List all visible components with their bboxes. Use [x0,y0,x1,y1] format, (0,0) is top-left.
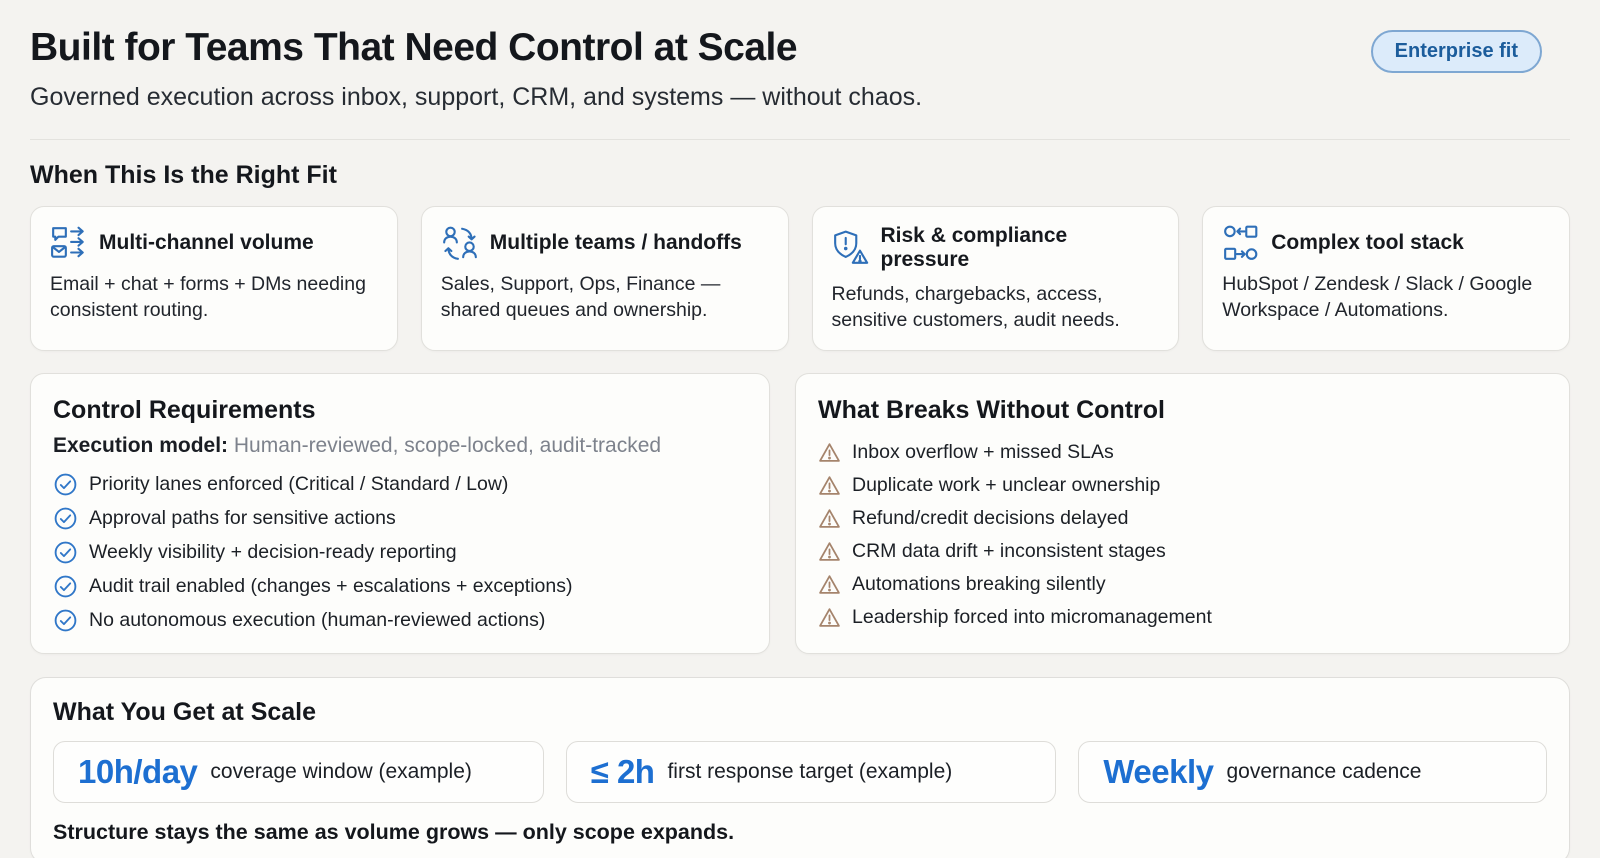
fit-card-body: Refunds, chargebacks, access, sensitive … [831,283,1120,332]
warning-triangle-icon [818,540,841,563]
execution-model-line: Execution model: Human-reviewed, scope-l… [53,434,747,458]
checklist-item: Audit trail enabled (changes + escalatio… [53,574,747,599]
checklist-item-label: Audit trail enabled (changes + escalatio… [89,575,573,598]
fit-card-title: Complex tool stack [1271,231,1464,254]
check-circle-icon [53,540,78,565]
execution-model-value: Human-reviewed, scope-locked, audit-trac… [233,434,662,458]
warning-triangle-icon [818,573,841,596]
fit-card-body: Sales, Support, Ops, Finance — shared qu… [440,273,721,322]
warning-item: Inbox overflow + missed SLAs [818,441,1547,464]
breaks-list: Inbox overflow + missed SLAs Duplicate w… [818,441,1547,629]
scale-heading: What You Get at Scale [53,698,317,727]
stat-first-response: ≤ 2h first response target (example) [565,741,1057,804]
fit-card-teams: Multiple teams / handoffs Sales, Support… [420,206,789,352]
warning-item: CRM data drift + inconsistent stages [818,540,1547,563]
fit-card-tool-stack: Complex tool stack HubSpot / Zendesk / S… [1202,206,1570,352]
right-fit-heading: When This Is the Right Fit [30,161,337,189]
page-subtitle: Governed execution across inbox, support… [30,83,923,111]
warning-item: Automations breaking silently [818,573,1547,596]
teams-handoff-icon [441,224,479,262]
shield-alert-icon [832,229,870,267]
fit-cards-row: Multi-channel volume Email + chat + form… [30,206,1570,352]
warning-item-label: Inbox overflow + missed SLAs [852,441,1114,464]
stat-label: governance cadence [1226,760,1422,784]
checklist-item: No autonomous execution (human-reviewed … [53,608,747,633]
tool-stack-icon [1222,224,1260,262]
warning-item-label: CRM data drift + inconsistent stages [852,540,1166,563]
warning-triangle-icon [818,441,841,464]
checklist-item-label: Weekly visibility + decision-ready repor… [89,541,457,564]
warning-triangle-icon [818,606,841,629]
check-circle-icon [53,472,78,497]
warning-item-label: Automations breaking silently [852,573,1106,596]
warning-item-label: Refund/credit decisions delayed [852,507,1129,530]
stat-value: Weekly [1103,753,1214,791]
multi-channel-icon [50,224,88,262]
checklist-item: Approval paths for sensitive actions [53,506,747,531]
stat-value: 10h/day [78,753,198,791]
header: Built for Teams That Need Control at Sca… [30,26,1570,112]
checklist-item-label: Approval paths for sensitive actions [89,507,396,530]
checklist-item-label: No autonomous execution (human-reviewed … [89,609,546,632]
divider [30,139,1570,140]
stats-row: 10h/day coverage window (example) ≤ 2h f… [53,741,1547,804]
fit-card-multi-channel: Multi-channel volume Email + chat + form… [30,206,398,352]
fit-card-risk: Risk & compliance pressure Refunds, char… [811,206,1180,352]
check-circle-icon [53,608,78,633]
checklist-item-label: Priority lanes enforced (Critical / Stan… [89,473,509,496]
check-circle-icon [53,506,78,531]
mid-row: Control Requirements Execution model: Hu… [30,373,1570,655]
what-you-get-card: What You Get at Scale 10h/day coverage w… [30,677,1570,858]
control-requirements-heading: Control Requirements [53,396,316,425]
breaks-without-control-card: What Breaks Without Control Inbox overfl… [795,373,1570,655]
fit-card-title: Multi-channel volume [99,231,314,254]
control-requirements-card: Control Requirements Execution model: Hu… [30,373,770,655]
scale-footer-note: Structure stays the same as volume grows… [53,820,735,845]
check-circle-icon [53,574,78,599]
fit-card-title: Risk & compliance pressure [880,224,1068,271]
fit-card-body: Email + chat + forms + DMs needing consi… [50,273,366,322]
warning-item-label: Leadership forced into micromanagement [852,606,1212,629]
warning-triangle-icon [818,474,841,497]
checklist-item: Weekly visibility + decision-ready repor… [53,540,747,565]
enterprise-fit-badge: Enterprise fit [1370,30,1542,73]
page-title: Built for Teams That Need Control at Sca… [30,26,798,69]
checklist-item: Priority lanes enforced (Critical / Stan… [53,472,747,497]
fit-card-title: Multiple teams / handoffs [489,231,742,254]
warning-item: Refund/credit decisions delayed [818,507,1547,530]
stat-value: ≤ 2h [590,753,655,791]
warning-item-label: Duplicate work + unclear ownership [852,474,1161,497]
warning-triangle-icon [818,507,841,530]
warning-item: Leadership forced into micromanagement [818,606,1547,629]
control-checklist: Priority lanes enforced (Critical / Stan… [53,472,747,633]
fit-card-body: HubSpot / Zendesk / Slack / Google Works… [1222,273,1533,322]
stat-label: coverage window (example) [210,760,472,784]
stat-governance-cadence: Weekly governance cadence [1078,741,1547,804]
execution-model-label: Execution model: [53,434,229,458]
stat-label: first response target (example) [667,760,953,784]
warning-item: Duplicate work + unclear ownership [818,474,1547,497]
stat-coverage-window: 10h/day coverage window (example) [53,741,544,804]
breaks-heading: What Breaks Without Control [818,396,1165,425]
